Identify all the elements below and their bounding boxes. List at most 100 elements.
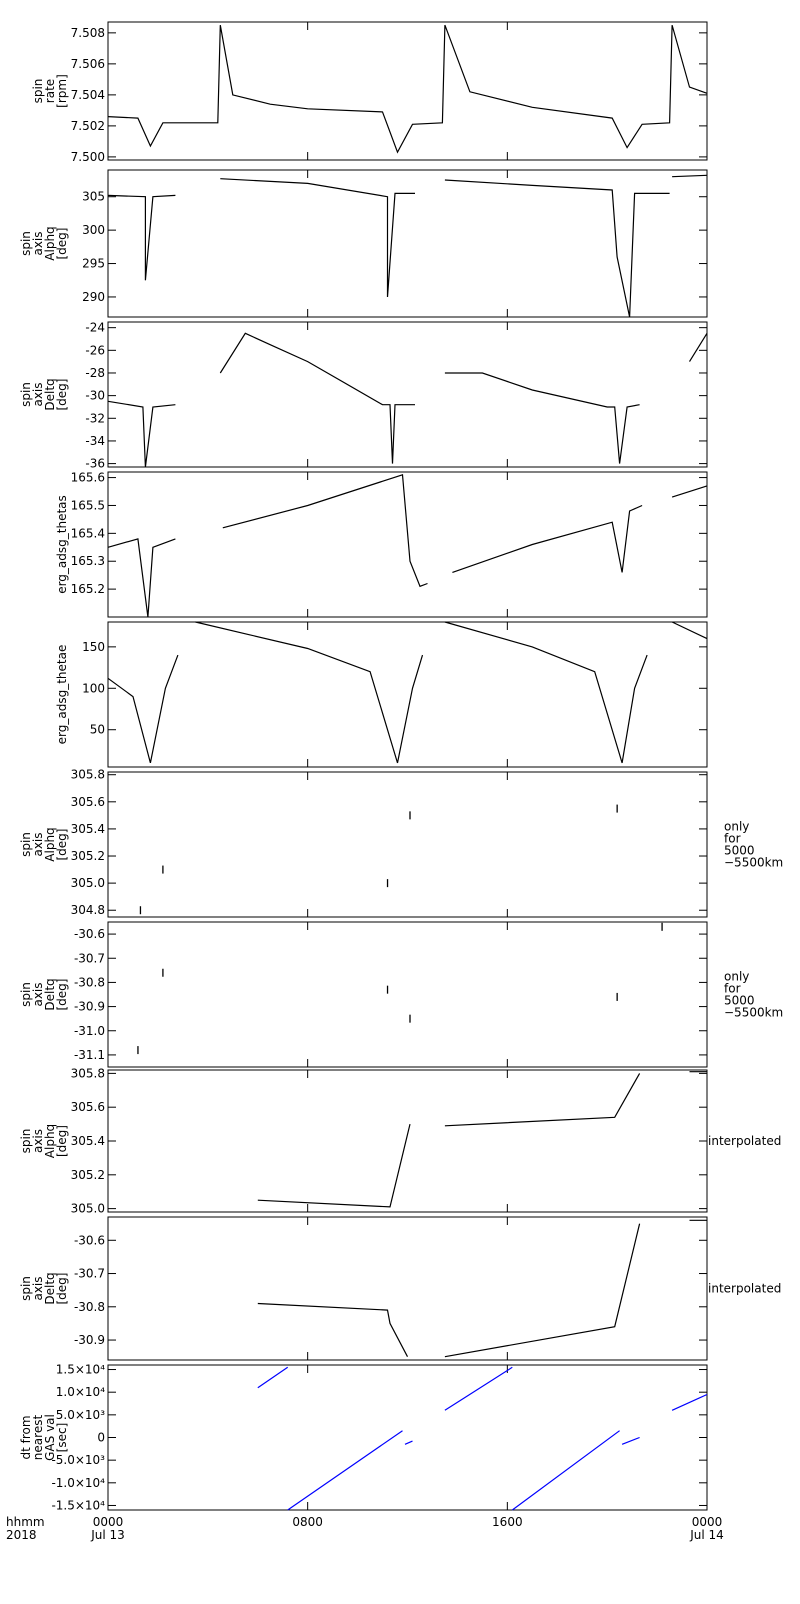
data-line — [107, 174, 708, 318]
y-tick-label: -30.7 — [74, 1267, 105, 1281]
y-tick-label: -30.8 — [74, 975, 105, 989]
y-tick-label: 290 — [82, 290, 105, 304]
y-tick-label: -30.6 — [74, 927, 105, 941]
y-tick-label: -30.7 — [74, 951, 105, 965]
y-axis-label: nearest — [31, 1415, 45, 1461]
y-axis-label: erg_adsg_thetas — [55, 495, 69, 594]
x-date-label: Jul 14 — [689, 1528, 724, 1542]
panel-note: −5500km — [724, 1006, 783, 1020]
y-tick-label: 165.2 — [71, 582, 105, 596]
y-tick-label: -31.1 — [74, 1048, 105, 1062]
y-tick-label: -30.9 — [74, 1333, 105, 1347]
y-tick-label: 305.6 — [71, 795, 105, 809]
y-tick-label: 165.4 — [71, 526, 105, 540]
y-tick-label: 1.0×10⁴ — [56, 1385, 105, 1399]
y-tick-label: -28 — [85, 366, 105, 380]
data-line — [107, 473, 708, 618]
panel-frame — [107, 621, 708, 768]
x-tick-label: 0800 — [292, 1515, 323, 1529]
y-tick-label: -30.8 — [74, 1300, 105, 1314]
panel-frame — [107, 321, 708, 468]
data-line — [107, 621, 708, 764]
y-tick-label: 165.5 — [71, 498, 105, 512]
y-tick-label: 305.4 — [71, 1134, 105, 1148]
panel-note: interpolated — [708, 1282, 781, 1296]
y-tick-label: 305.8 — [71, 1066, 105, 1080]
data-line — [107, 24, 708, 154]
y-axis-label: Alphq — [43, 827, 57, 861]
y-tick-label: 7.502 — [71, 119, 105, 133]
panel-note: interpolated — [708, 1134, 781, 1148]
y-axis-label: [rpm] — [55, 74, 69, 108]
y-axis-label: axis — [31, 1129, 45, 1153]
y-tick-label: -30.6 — [74, 1233, 105, 1247]
y-tick-label: 305 — [82, 190, 105, 204]
y-axis-label: GAS val — [43, 1414, 57, 1461]
y-tick-label: 305.8 — [71, 768, 105, 782]
panel-note: for — [724, 982, 741, 996]
y-axis-label: axis — [31, 982, 45, 1006]
y-axis-label: Deltq — [43, 1272, 57, 1304]
y-tick-label: 165.6 — [71, 471, 105, 485]
y-axis-label: erg_adsg_thetae — [55, 645, 69, 745]
y-axis-label: spin — [19, 832, 33, 857]
x-tick-label: 0000 — [692, 1515, 723, 1529]
data-line — [257, 1219, 707, 1358]
y-tick-label: 5.0×10³ — [56, 1408, 105, 1422]
panel-frame — [107, 771, 708, 918]
y-tick-label: 305.2 — [71, 1168, 105, 1182]
panel-note: 5000 — [724, 994, 755, 1008]
panel-frame — [107, 471, 708, 618]
y-axis-label: rate — [43, 79, 57, 103]
y-axis-label: dt from — [19, 1415, 33, 1459]
y-axis-label: [deg] — [55, 979, 69, 1011]
y-axis-label: axis — [31, 1276, 45, 1300]
y-tick-label: -30.9 — [74, 1000, 105, 1014]
data-line — [257, 1366, 708, 1511]
x-corner-label: 2018 — [6, 1528, 37, 1542]
y-tick-label: 1.5×10⁴ — [56, 1363, 105, 1377]
data-line — [107, 332, 708, 468]
y-tick-label: 7.508 — [71, 26, 105, 40]
y-tick-label: -30 — [85, 389, 105, 403]
y-tick-label: 150 — [82, 640, 105, 654]
panel-frame — [107, 1364, 708, 1511]
y-axis-label: [deg] — [55, 829, 69, 861]
x-date-label: Jul 13 — [90, 1528, 125, 1542]
panel-frame — [107, 921, 708, 1068]
y-axis-label: [deg] — [55, 379, 69, 411]
y-tick-label: 305.0 — [71, 876, 105, 890]
y-axis-label: [deg] — [55, 1273, 69, 1305]
panel-frame — [107, 1069, 708, 1213]
panel-frame — [107, 21, 708, 161]
y-tick-label: -36 — [85, 457, 105, 471]
y-axis-label: Alphq — [43, 1124, 57, 1158]
y-axis-label: [deg] — [55, 228, 69, 260]
y-axis-label: spin — [31, 79, 45, 104]
x-tick-label: 1600 — [492, 1515, 523, 1529]
panel-frame — [107, 169, 708, 318]
panel-note: for — [724, 832, 741, 846]
y-axis-label: spin — [19, 1129, 33, 1154]
y-axis-label: Deltq — [43, 378, 57, 410]
x-corner-label: hhmm — [6, 1515, 45, 1529]
y-tick-label: -1.5×10⁴ — [51, 1498, 105, 1512]
y-tick-label: -1.0×10⁴ — [51, 1476, 105, 1490]
panel-frame — [107, 1216, 708, 1361]
y-tick-label: 304.8 — [71, 903, 105, 917]
y-tick-label: 0 — [97, 1431, 105, 1445]
y-axis-label: axis — [31, 832, 45, 856]
y-axis-label: spin — [19, 231, 33, 256]
y-tick-label: -5.0×10³ — [51, 1453, 105, 1467]
data-line — [257, 1071, 707, 1208]
y-tick-label: 7.506 — [71, 57, 105, 71]
y-tick-label: -26 — [85, 343, 105, 357]
y-tick-label: 295 — [82, 257, 105, 271]
y-tick-label: -24 — [85, 321, 105, 335]
panel-note: −5500km — [724, 856, 783, 870]
y-axis-label: [sec] — [55, 1423, 69, 1453]
y-tick-label: 100 — [82, 681, 105, 695]
y-tick-label: 305.0 — [71, 1202, 105, 1216]
y-tick-label: 7.500 — [71, 150, 105, 164]
